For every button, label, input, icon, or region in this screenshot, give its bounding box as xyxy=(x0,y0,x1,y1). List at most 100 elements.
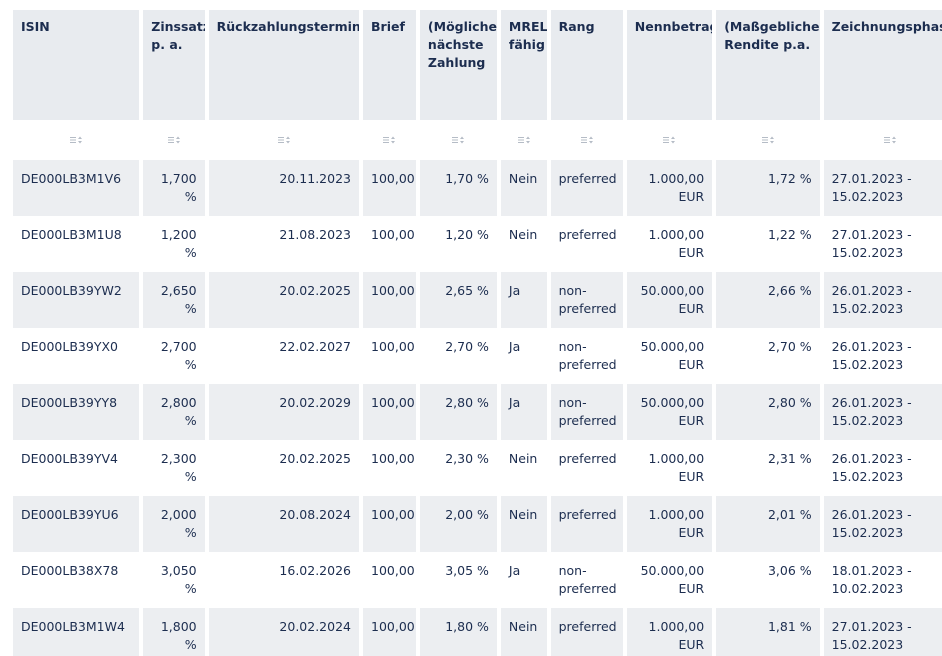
sort-filter-cell xyxy=(823,120,942,160)
sort-icon[interactable] xyxy=(883,136,897,144)
table-cell: 26.01.2023 - 15.02.2023 xyxy=(831,339,912,372)
table-cell: 3,05 % xyxy=(445,563,489,578)
table-cell: 50.000,00 EUR xyxy=(626,272,713,328)
table-cell: 1,20 % xyxy=(445,227,489,242)
table-cell: 18.01.2023 - 10.02.2023 xyxy=(831,563,912,596)
table-container: ISIN Zinssatz p. a. Rückzahlungstermin Brie… xyxy=(9,10,942,656)
table-cell: DE000LB39YU6 xyxy=(13,496,140,552)
column-header[interactable]: Nennbetrag xyxy=(626,10,713,120)
sort-icon[interactable] xyxy=(580,136,594,144)
table-cell: non-preferred xyxy=(550,272,623,328)
table-row: DE000LB39YV4 2,300 % 20.02.2025 100,00 2,30 … xyxy=(13,440,942,496)
table-cell: 2,80 % xyxy=(716,384,820,440)
table-cell: 1,70 % xyxy=(419,160,497,216)
table-cell: 2,70 % xyxy=(767,339,812,354)
sort-icon[interactable] xyxy=(761,136,775,144)
table-cell: preferred xyxy=(558,227,617,242)
table-cell: 20.02.2029 xyxy=(208,384,359,440)
table-cell: 2,66 % xyxy=(716,272,820,328)
table-cell: 2,000 % xyxy=(143,496,205,552)
table-cell: 100,00 xyxy=(371,451,415,466)
table-cell: Nein xyxy=(500,160,547,216)
column-header[interactable]: (Maßgebliche) Rendite p.a. xyxy=(716,10,820,120)
table-cell: DE000LB38X78 xyxy=(21,563,119,578)
table-cell: 1,80 % xyxy=(419,608,497,656)
table-cell: 2,30 % xyxy=(445,451,489,466)
sort-icon[interactable] xyxy=(517,136,531,144)
table-cell: 1,200 % xyxy=(160,227,197,260)
table-row: DE000LB39YU6 2,000 % 20.08.2024 100,00 2,00 … xyxy=(13,496,942,552)
table-cell: 2,00 % xyxy=(419,496,497,552)
table-cell: Nein xyxy=(508,451,538,466)
sort-icon[interactable] xyxy=(277,136,291,144)
table-cell: Nein xyxy=(500,608,547,656)
table-row: DE000LB3M1V6 1,700 % 20.11.2023 100,00 1,70 … xyxy=(13,160,942,216)
table-row: DE000LB39YY8 2,800 % 20.02.2029 100,00 2,80 … xyxy=(13,384,942,440)
table-row: DE000LB39YW2 2,650 % 20.02.2025 100,00 2,65 … xyxy=(13,272,942,328)
table-cell: Ja xyxy=(500,272,547,328)
filter-row xyxy=(13,120,942,160)
column-header[interactable]: Zeichnungsphase xyxy=(823,10,942,120)
sort-icon[interactable] xyxy=(382,136,396,144)
table-cell: 2,31 % xyxy=(767,451,812,466)
table-cell: 27.01.2023 - 15.02.2023 xyxy=(823,608,942,656)
column-header[interactable]: MREL-fähig xyxy=(500,10,547,120)
table-cell: 21.08.2023 xyxy=(279,227,351,242)
table-cell: 1.000,00 EUR xyxy=(648,227,705,260)
table-cell: 26.01.2023 - 15.02.2023 xyxy=(831,451,912,484)
sort-filter-cell xyxy=(13,120,140,160)
sort-icon[interactable] xyxy=(451,136,465,144)
table-cell: 20.02.2024 xyxy=(208,608,359,656)
table-cell: 1,800 % xyxy=(143,608,205,656)
table-cell: 20.02.2025 xyxy=(208,272,359,328)
table-cell: 1,700 % xyxy=(143,160,205,216)
table-body: DE000LB3M1V6 1,700 % 20.11.2023 100,00 1,70 … xyxy=(13,160,942,656)
column-header[interactable]: Brief xyxy=(363,10,416,120)
table-cell: 2,700 % xyxy=(160,339,197,372)
column-header[interactable]: Rückzahlungstermin xyxy=(208,10,359,120)
sort-icon[interactable] xyxy=(69,136,83,144)
table-cell: 50.000,00 EUR xyxy=(626,384,713,440)
table-cell: DE000LB39YY8 xyxy=(13,384,140,440)
sort-icon[interactable] xyxy=(167,136,181,144)
table-cell: DE000LB39YV4 xyxy=(21,451,118,466)
table-cell: DE000LB39YW2 xyxy=(13,272,140,328)
column-header[interactable]: Zinssatz p. a. xyxy=(143,10,205,120)
table-cell: 100,00 xyxy=(363,272,416,328)
table-cell: 100,00 xyxy=(363,608,416,656)
table-cell: 2,300 % xyxy=(160,451,197,484)
table-cell: 1.000,00 EUR xyxy=(626,160,713,216)
table-cell: 26.01.2023 - 15.02.2023 xyxy=(823,272,942,328)
table-cell: Ja xyxy=(508,339,521,354)
column-header[interactable]: (Mögliche) nächste Zahlung xyxy=(419,10,497,120)
table-row: DE000LB3M1U8 1,200 % 21.08.2023 100,00 1,20 … xyxy=(13,216,942,272)
table-cell: 1,81 % xyxy=(716,608,820,656)
table-cell: DE000LB3M1W4 xyxy=(13,608,140,656)
table-cell: 3,050 % xyxy=(160,563,197,596)
table-cell: 2,70 % xyxy=(445,339,489,354)
table-cell: non-preferred xyxy=(558,339,617,372)
table-cell: 20.11.2023 xyxy=(208,160,359,216)
table-cell: preferred xyxy=(550,608,623,656)
column-header[interactable]: Rang xyxy=(550,10,623,120)
table-cell: 20.02.2025 xyxy=(279,451,351,466)
column-header[interactable]: ISIN xyxy=(13,10,140,120)
table-cell: 1.000,00 EUR xyxy=(626,608,713,656)
sort-filter-cell xyxy=(143,120,205,160)
sort-filter-cell xyxy=(363,120,416,160)
table-cell: non-preferred xyxy=(550,384,623,440)
table-cell: 26.01.2023 - 15.02.2023 xyxy=(823,496,942,552)
table-cell: preferred xyxy=(550,496,623,552)
table-cell: 100,00 xyxy=(363,496,416,552)
sort-icon[interactable] xyxy=(662,136,676,144)
table-cell: 1,22 % xyxy=(767,227,812,242)
table-cell: 2,800 % xyxy=(143,384,205,440)
sort-filter-cell xyxy=(716,120,820,160)
table-cell: DE000LB3M1U8 xyxy=(21,227,122,242)
table-cell: non-preferred xyxy=(558,563,617,596)
table-cell: 100,00 xyxy=(371,339,415,354)
table-cell: 2,01 % xyxy=(716,496,820,552)
bond-table: ISIN Zinssatz p. a. Rückzahlungstermin Brie… xyxy=(9,10,942,656)
sort-filter-cell xyxy=(208,120,359,160)
